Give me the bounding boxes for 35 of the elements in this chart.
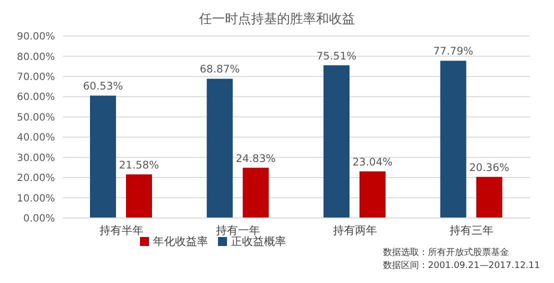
text: 数据选取：所有开放式股票基金 [382, 247, 510, 260]
data-label: 75.51% [316, 50, 357, 62]
bar [360, 171, 386, 218]
y-tick-label: 60.00% [16, 92, 55, 104]
data-label: 23.04% [352, 156, 393, 168]
x-tick-label: 持有一年 [216, 224, 260, 237]
x-tick-label: 持有半年 [99, 224, 144, 237]
y-tick-label: 0.00% [23, 214, 55, 225]
y-tick-label: 30.00% [16, 152, 55, 164]
y-tick-label: 80.00% [16, 52, 55, 63]
legend-label: 正收益概率 [231, 235, 286, 248]
legend-label: 年化收益率 [153, 235, 208, 248]
data-label: 60.53% [82, 80, 124, 93]
y-tick-label: 90.00% [16, 32, 55, 43]
data-label: 21.58% [118, 159, 160, 172]
y-tick-label: 70.00% [16, 72, 55, 83]
bar [206, 78, 233, 218]
bar [126, 174, 152, 218]
bar [242, 168, 269, 218]
y-tick-label: 50.00% [16, 112, 55, 124]
data-label: 20.36% [469, 162, 510, 174]
chart-title: 任一时点持基的胜率和收益 [198, 11, 356, 28]
x-tick-label: 持有两年 [332, 224, 377, 237]
y-tick-label: 20.00% [16, 173, 55, 184]
x-tick-label: 持有三年 [450, 224, 494, 237]
bar [90, 96, 116, 218]
text: 数据区间：2001.09.21—2017.12.11 [382, 260, 540, 273]
data-label: 24.83% [236, 152, 276, 165]
bar [324, 65, 350, 218]
y-tick-label: 10.00% [16, 193, 55, 204]
data-label: 77.79% [433, 46, 474, 58]
bar [476, 176, 502, 218]
data-label: 68.87% [200, 64, 240, 76]
bar [440, 60, 466, 218]
y-tick-label: 40.00% [16, 132, 55, 144]
